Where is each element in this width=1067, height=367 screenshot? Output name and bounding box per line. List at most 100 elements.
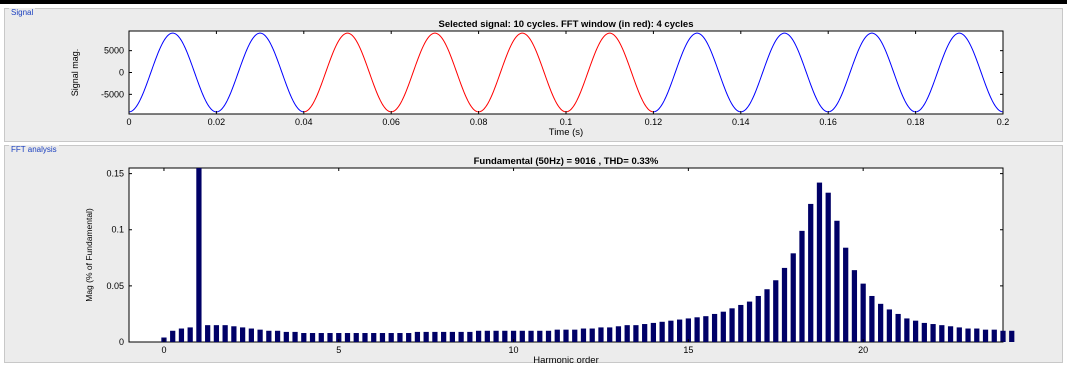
- fft-bar: [974, 328, 980, 342]
- fft-x-tick-label: 10: [509, 345, 519, 355]
- signal-y-tick-label: 5000: [104, 46, 124, 56]
- signal-panel-title: Signal: [9, 8, 36, 17]
- fft-bar: [178, 328, 185, 342]
- fft-y-axis-label: Mag (% of Fundamental): [84, 208, 94, 302]
- signal-x-tick-label: 0.08: [470, 117, 488, 127]
- fft-bar: [231, 326, 237, 342]
- fft-bar: [493, 330, 499, 342]
- signal-x-tick-label: 0.04: [295, 117, 313, 127]
- fft-bar: [659, 321, 665, 342]
- fft-y-tick-label: 0.15: [106, 169, 124, 179]
- fft-bar: [309, 333, 316, 342]
- fft-bar: [746, 301, 753, 342]
- fft-bar: [930, 324, 936, 342]
- fft-bar: [912, 320, 919, 342]
- fft-bar: [554, 329, 560, 342]
- fft-bar: [318, 333, 324, 342]
- fft-bar: [895, 313, 901, 342]
- fft-bar: [458, 331, 464, 342]
- fft-bar: [484, 330, 490, 342]
- fft-bar: [860, 283, 866, 342]
- fft-bar: [510, 330, 517, 342]
- fft-bar: [851, 270, 858, 342]
- fft-bar: [921, 322, 927, 342]
- fft-bar: [624, 325, 630, 342]
- signal-x-tick-label: 0.02: [208, 117, 226, 127]
- fft-bar: [344, 333, 351, 342]
- fft-y-tick-label: 0: [119, 337, 124, 347]
- fft-bar: [1009, 330, 1015, 342]
- window-top-border: [0, 0, 1067, 4]
- signal-x-axis-label: Time (s): [549, 127, 583, 138]
- signal-x-tick-label: 0.2: [997, 117, 1010, 127]
- signal-x-tick-label: 0: [126, 117, 131, 127]
- signal-x-tick-label: 0.14: [732, 117, 750, 127]
- fft-bar: [843, 247, 849, 342]
- fft-bar: [301, 333, 307, 342]
- fft-bar: [764, 289, 770, 342]
- fft-bar: [397, 333, 403, 342]
- fft-x-tick-label: 20: [858, 345, 868, 355]
- signal-y-tick-label: 0: [119, 68, 124, 78]
- fft-bar: [1000, 330, 1006, 342]
- fft-bar: [283, 331, 289, 342]
- fft-bar: [773, 280, 779, 342]
- fft-bar: [432, 331, 438, 342]
- fft-bar: [991, 329, 997, 342]
- fft-bar: [205, 325, 211, 342]
- fft-bar: [878, 303, 884, 342]
- fft-chart-title: Fundamental (50Hz) = 9016 , THD= 0.33%: [474, 156, 659, 167]
- fft-bar: [668, 320, 674, 342]
- fft-bar: [738, 304, 744, 342]
- fft-bar: [677, 319, 683, 342]
- fft-bar: [423, 331, 429, 342]
- fft-bar: [240, 327, 246, 342]
- fft-bar: [292, 331, 298, 342]
- fft-panel-title: FFT analysis: [9, 145, 59, 154]
- fft-x-axis-label: Harmonic order: [533, 355, 598, 366]
- fft-bar: [886, 309, 892, 342]
- fft-bar: [449, 331, 455, 342]
- fft-bar: [720, 311, 726, 342]
- fft-bar: [327, 333, 333, 342]
- fft-bar: [956, 327, 962, 342]
- fft-bar: [353, 333, 359, 342]
- fft-bar: [580, 328, 587, 342]
- fft-bar: [947, 326, 954, 342]
- fft-bar: [607, 327, 613, 342]
- fft-bar: [589, 328, 595, 342]
- signal-y-axis-label: Signal mag.: [70, 49, 80, 97]
- fft-bar: [650, 322, 657, 342]
- fft-bar: [965, 328, 971, 342]
- fft-bar: [537, 330, 543, 342]
- fft-bar: [939, 325, 945, 342]
- fft-bar: [781, 267, 788, 342]
- fft-bar: [441, 331, 447, 342]
- fft-bar: [414, 331, 421, 342]
- fft-y-tick-label: 0.05: [106, 281, 124, 291]
- fft-bar: [694, 317, 700, 342]
- signal-y-tick-label: -5000: [101, 89, 124, 99]
- fft-bar: [213, 325, 220, 342]
- fft-bar: [729, 308, 735, 342]
- fft-bar: [170, 330, 176, 342]
- fft-bar: [799, 230, 805, 342]
- fft-bar: [379, 333, 386, 342]
- fft-bar: [222, 325, 228, 342]
- fft-bar: [502, 330, 508, 342]
- signal-plot-area: [128, 30, 1004, 115]
- fft-bar: [406, 333, 412, 342]
- fft-bar: [371, 333, 377, 342]
- fft-bar: [545, 330, 552, 342]
- signal-x-tick-label: 0.06: [382, 117, 400, 127]
- fft-x-tick-label: 15: [683, 345, 693, 355]
- fft-x-tick-label: 0: [161, 345, 166, 355]
- fft-bar: [685, 318, 691, 342]
- fft-bar: [633, 325, 639, 342]
- signal-x-tick-label: 0.18: [907, 117, 925, 127]
- fft-bar: [755, 295, 761, 342]
- fft-bar: [869, 295, 875, 342]
- fft-bar: [563, 329, 569, 342]
- signal-x-tick-label: 0.1: [560, 117, 573, 127]
